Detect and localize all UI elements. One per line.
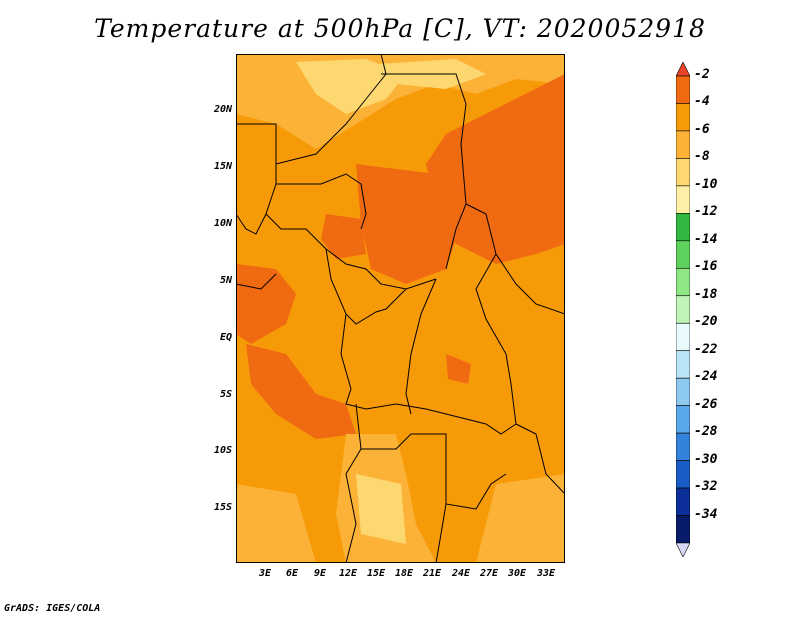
lat-label-10n: 10N (213, 218, 232, 229)
colorbar-swatch (675, 487, 691, 516)
colorbar-swatch (675, 240, 691, 269)
colorbar-label: -34 (694, 506, 718, 522)
colorbar-label: -32 (694, 479, 718, 495)
colorbar-label: -18 (694, 286, 718, 302)
colorbar-swatch (675, 158, 691, 187)
temperature-map (235, 53, 566, 564)
colorbar-label: -30 (694, 451, 718, 467)
colorbar-bottom-arrow (675, 542, 691, 558)
lat-label-15s: 15S (213, 502, 232, 513)
lat-label-15n: 15N (213, 161, 232, 172)
colorbar-swatch (675, 460, 691, 489)
map-title: Temperature at 500hPa [C], VT: 202005291… (94, 14, 706, 43)
colorbar-swatch (675, 377, 691, 406)
color-bar-graphic (675, 61, 691, 558)
colorbar-label: -16 (694, 259, 718, 275)
lat-label-20n: 20N (213, 104, 232, 115)
lon-label-27e: 27E (479, 568, 499, 579)
lat-label-eq: EQ (219, 332, 232, 343)
lon-label-33e: 33E (536, 568, 556, 579)
colorbar-label: -8 (694, 149, 710, 165)
colorbar-swatch (675, 405, 691, 434)
lon-label-9e: 9E (313, 568, 327, 579)
colorbar-label: -28 (694, 424, 718, 440)
colorbar-label: -6 (694, 121, 710, 137)
colorbar-label: -10 (694, 176, 718, 192)
colorbar-label: -14 (694, 231, 718, 247)
lon-label-6e: 6E (285, 568, 299, 579)
lon-label-3e: 3E (258, 568, 272, 579)
colorbar-swatch (675, 130, 691, 159)
colorbar-label: -12 (694, 204, 718, 220)
colorbar-swatch (675, 295, 691, 324)
lat-label-5n: 5N (219, 275, 232, 286)
credit-text: GrADS: IGES/COLA (4, 603, 101, 614)
colorbar-label: -24 (694, 369, 718, 385)
colorbar-swatch (675, 350, 691, 379)
colorbar-swatch (675, 515, 691, 544)
color-bar (675, 61, 691, 558)
colorbar-top-arrow (675, 61, 691, 77)
colorbar-swatch (675, 103, 691, 132)
colorbar-label: -4 (694, 94, 710, 110)
colorbar-label: -2 (694, 67, 710, 82)
lon-label-12e: 12E (338, 568, 358, 579)
colorbar-swatch (675, 267, 691, 297)
colorbar-swatch (675, 213, 691, 242)
colorbar-swatch (675, 75, 691, 104)
colorbar-label: -20 (694, 314, 718, 330)
lon-label-24e: 24E (451, 568, 471, 579)
colorbar-swatch (675, 185, 691, 214)
colorbar-swatch (675, 322, 691, 352)
colorbar-label: -26 (694, 396, 718, 412)
colorbar-swatch (675, 432, 691, 461)
lon-label-18e: 18E (394, 568, 414, 579)
colorbar-label: -22 (694, 341, 718, 357)
lon-label-30e: 30E (507, 568, 527, 579)
lon-label-15e: 15E (366, 568, 386, 579)
lon-label-21e: 21E (422, 568, 442, 579)
map-panel (235, 53, 566, 564)
lat-label-10s: 10S (213, 445, 232, 456)
lat-label-5s: 5S (219, 389, 232, 400)
